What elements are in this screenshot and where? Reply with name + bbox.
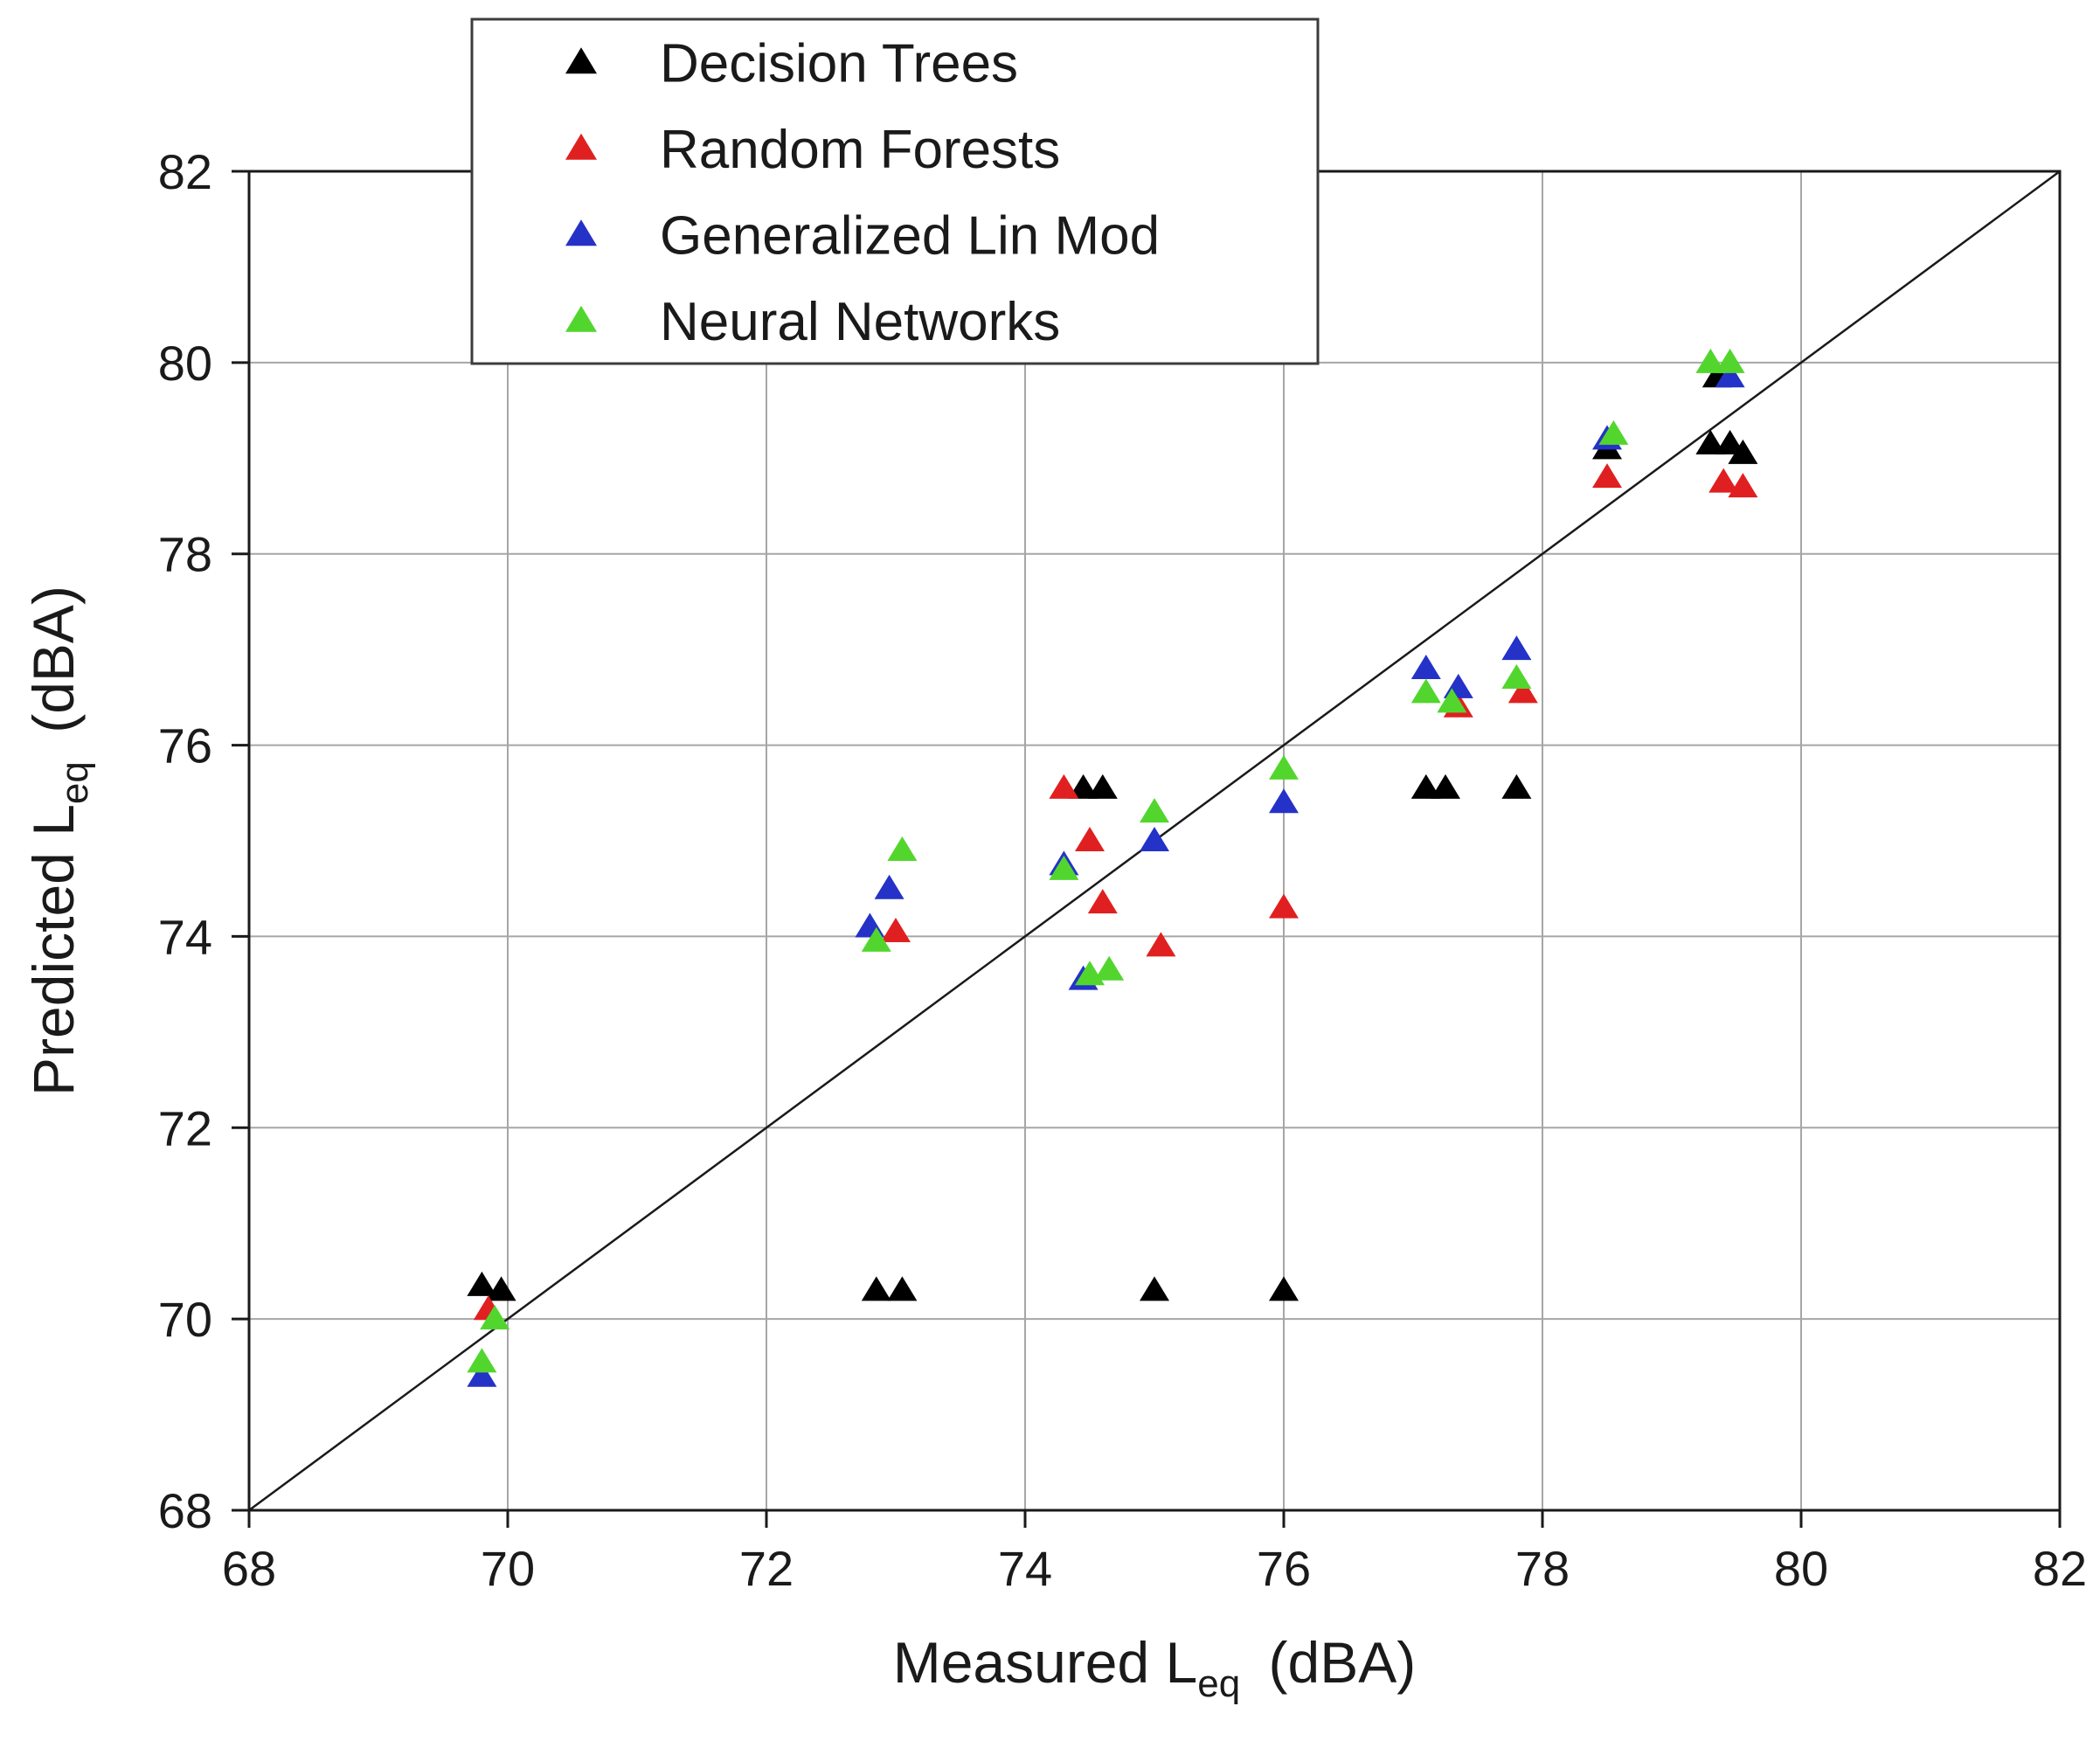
data-point-decision-trees: [1431, 773, 1460, 799]
y-tick-label: 68: [158, 1483, 212, 1538]
data-point-generalized-lin-mod: [874, 874, 904, 899]
data-point-decision-trees: [1695, 429, 1726, 454]
legend-item-neural-networks: Neural Networks: [565, 292, 1060, 352]
legend-label: Neural Networks: [660, 292, 1060, 352]
x-tick-label: 82: [2033, 1541, 2087, 1596]
legend-label: Decision Trees: [660, 33, 1018, 94]
data-point-generalized-lin-mod: [1715, 363, 1745, 388]
legend-item-decision-trees: Decision Trees: [565, 33, 1018, 94]
data-point-random-forests: [1708, 468, 1739, 493]
y-tick-label: 80: [158, 336, 212, 391]
data-point-decision-trees: [1140, 1276, 1169, 1301]
legend-item-generalized-lin-mod: Generalized Lin Mod: [565, 205, 1160, 266]
y-tick-label: 78: [158, 527, 212, 582]
data-point-random-forests: [1075, 827, 1105, 851]
x-tick-label: 72: [739, 1541, 794, 1596]
x-tick-label: 68: [222, 1541, 276, 1596]
data-point-generalized-lin-mod: [467, 1362, 497, 1387]
data-point-generalized-lin-mod: [1410, 655, 1441, 680]
axis-ticks: [232, 170, 2062, 1528]
data-point-random-forests: [1728, 473, 1758, 498]
x-tick-label: 70: [481, 1541, 535, 1596]
data-point-random-forests: [1087, 889, 1118, 914]
y-tick-label: 72: [158, 1100, 212, 1155]
data-point-random-forests: [1146, 932, 1176, 957]
data-point-random-forests: [881, 917, 911, 942]
data-point-generalized-lin-mod: [855, 912, 885, 938]
y-tick-label: 70: [158, 1292, 212, 1347]
data-point-decision-trees: [1087, 773, 1118, 799]
legend-marker-generalized-lin-mod: [565, 219, 597, 246]
data-point-generalized-lin-mod: [1443, 673, 1473, 698]
legend-marker-neural-networks: [565, 305, 597, 332]
legend: Decision Trees Random Forests Generalized …: [470, 17, 1320, 365]
x-tick-label: 76: [1257, 1541, 1311, 1596]
data-point-neural-networks: [1049, 855, 1079, 880]
x-axis-label: Measured Leq (dBA): [893, 1630, 1417, 1705]
data-point-random-forests: [1592, 463, 1622, 489]
series-neural-networks: [467, 348, 1745, 1373]
data-point-decision-trees: [486, 1276, 516, 1301]
y-tick-label: 82: [158, 144, 212, 199]
series-random-forests: [473, 463, 1758, 1321]
y-axis-label: Predicted Leq (dBA): [21, 586, 96, 1096]
x-tick-label: 74: [998, 1541, 1052, 1596]
series-generalized-lin-mod: [467, 363, 1745, 1387]
data-point-decision-trees: [1410, 773, 1441, 799]
x-tick-label: 78: [1515, 1541, 1570, 1596]
data-point-decision-trees: [1068, 773, 1099, 799]
series-decision-trees: [467, 363, 1758, 1301]
data-point-neural-networks: [1695, 348, 1726, 373]
data-point-decision-trees: [861, 1276, 891, 1301]
data-points: [467, 348, 1758, 1387]
data-point-generalized-lin-mod: [1501, 635, 1532, 661]
data-point-neural-networks: [887, 836, 918, 861]
data-point-decision-trees: [1269, 1276, 1299, 1301]
data-point-neural-networks: [467, 1348, 497, 1373]
legend-marker-decision-trees: [565, 47, 597, 74]
data-point-generalized-lin-mod: [1269, 788, 1299, 814]
x-tick-label: 80: [1774, 1541, 1828, 1596]
data-point-neural-networks: [1410, 678, 1441, 704]
data-point-decision-trees: [1501, 773, 1532, 799]
legend-label: Generalized Lin Mod: [660, 205, 1160, 266]
data-point-neural-networks: [480, 1305, 510, 1330]
data-point-neural-networks: [1140, 798, 1169, 823]
data-point-decision-trees: [1728, 439, 1758, 464]
legend-item-random-forests: Random Forests: [565, 120, 1060, 180]
data-point-decision-trees: [887, 1276, 918, 1301]
data-point-neural-networks: [1269, 754, 1299, 780]
data-point-neural-networks: [1437, 688, 1467, 713]
data-point-decision-trees: [467, 1271, 497, 1296]
y-tick-label: 76: [158, 718, 212, 773]
axis-labels: Measured Leq (dBA) Predicted Leq (dBA): [21, 586, 1416, 1705]
data-point-neural-networks: [1715, 348, 1745, 373]
y-tick-label: 74: [158, 909, 212, 964]
data-point-neural-networks: [1501, 663, 1532, 689]
data-point-neural-networks: [861, 926, 891, 952]
data-point-neural-networks: [1598, 420, 1629, 445]
tick-labels: 68 70 72 74 76 78 80 82 68 70 72 74 76 78 80 82: [158, 144, 2087, 1596]
data-point-neural-networks: [1094, 955, 1125, 981]
legend-box: [470, 17, 1320, 365]
legend-label: Random Forests: [660, 120, 1060, 180]
data-point-decision-trees: [1715, 429, 1745, 454]
data-point-random-forests: [1049, 773, 1079, 799]
legend-marker-random-forests: [565, 133, 597, 160]
data-point-generalized-lin-mod: [1140, 827, 1169, 851]
data-point-random-forests: [1507, 678, 1538, 704]
data-point-random-forests: [1269, 893, 1299, 919]
